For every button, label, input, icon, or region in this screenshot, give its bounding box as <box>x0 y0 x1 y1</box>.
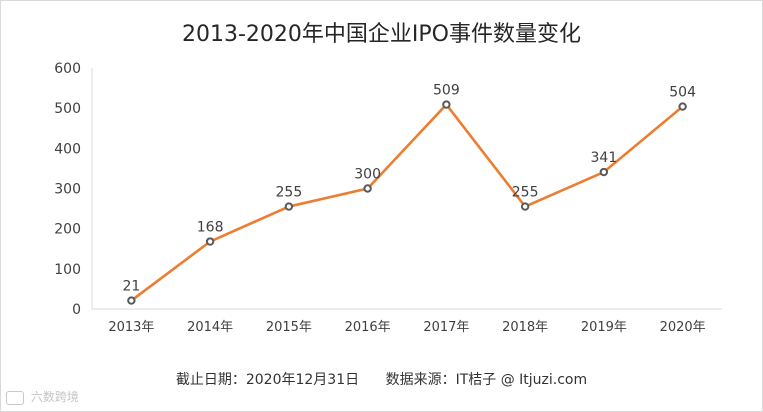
x-tick-label: 2016年 <box>345 320 391 335</box>
x-tick-label: 2019年 <box>581 320 627 335</box>
data-label: 509 <box>433 83 460 99</box>
x-tick-label: 2013年 <box>108 320 154 335</box>
data-label: 255 <box>512 185 539 201</box>
chart-title: 2013-2020年中国企业IPO事件数量变化 <box>182 22 581 47</box>
data-point <box>284 202 294 211</box>
data-label: 255 <box>276 185 303 201</box>
y-tick-label: 200 <box>54 222 81 238</box>
data-point <box>599 167 609 177</box>
x-tick-label: 2017年 <box>423 320 469 335</box>
x-tick-label: 2018年 <box>502 320 548 335</box>
watermark-text: 六数跨境 <box>30 390 79 404</box>
watermark-logo-icon <box>6 390 24 405</box>
y-tick-label: 400 <box>54 141 81 157</box>
data-label: 300 <box>354 167 381 183</box>
y-tick-label: 300 <box>54 182 81 198</box>
data-point <box>363 184 372 193</box>
data-point <box>678 102 687 111</box>
x-tick-label: 2014年 <box>187 320 233 335</box>
data-label: 168 <box>197 220 224 236</box>
data-label: 504 <box>669 85 696 101</box>
data-point <box>205 237 215 246</box>
y-tick-label: 100 <box>54 262 81 278</box>
data-point <box>127 296 136 305</box>
cutoff-date-text: 截止日期：2020年12月31日 <box>175 372 360 388</box>
chart-footer: 截止日期：2020年12月31日 数据来源：IT桔子 @ Itjuzi.com <box>0 369 763 389</box>
series-line <box>130 103 684 302</box>
x-tick-label: 2020年 <box>660 320 706 335</box>
watermark: 六数跨境 <box>6 388 79 405</box>
data-label: 21 <box>122 279 140 295</box>
y-tick-label: 500 <box>54 101 81 117</box>
data-point <box>520 202 530 211</box>
data-source-text: 数据来源：IT桔子 @ Itjuzi.com <box>385 372 588 388</box>
x-tick-label: 2015年 <box>266 320 312 335</box>
data-point <box>442 100 451 109</box>
y-tick-label: 0 <box>72 302 81 318</box>
data-label: 341 <box>591 150 618 166</box>
y-tick-label: 600 <box>54 61 81 77</box>
